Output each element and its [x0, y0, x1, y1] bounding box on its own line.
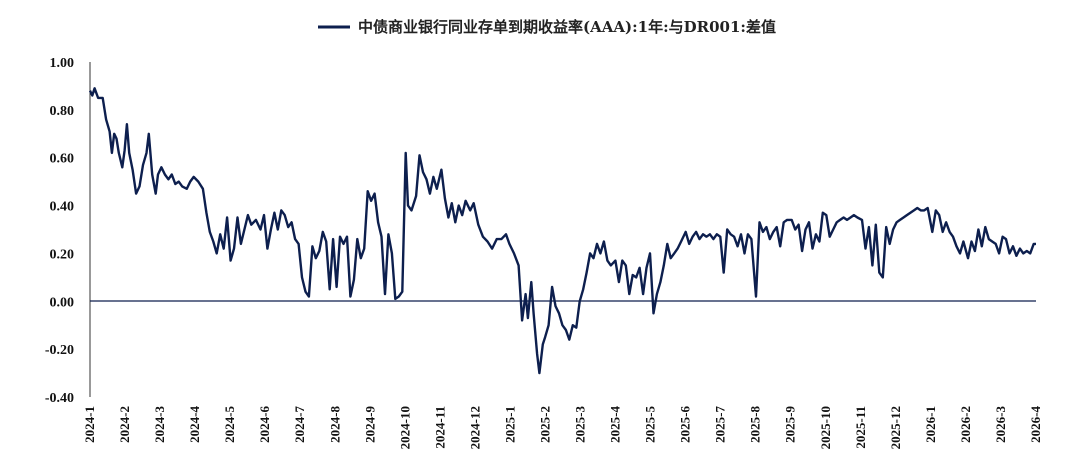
x-tick-label: 2025-8: [748, 406, 763, 443]
x-tick-label: 2024-9: [362, 406, 377, 443]
y-tick-label: -0.20: [45, 343, 74, 358]
y-tick-label: 0.60: [50, 152, 75, 167]
x-tick-label: 2024-6: [257, 406, 272, 443]
x-tick-label: 2024-11: [432, 406, 447, 449]
x-tick-labels: 2024-1 2024-2 2024-3 2024-4 2024-5 2024-6 2024…: [82, 406, 1043, 450]
x-tick-label: 2024-2: [117, 406, 132, 443]
legend-label: 中债商业银行同业存单到期收益率(AAA):1年:与DR001:差值: [358, 18, 776, 36]
x-tick-label: 2025-12: [888, 406, 903, 449]
x-tick-label: 2026-1: [923, 406, 938, 443]
x-tick-label: 2025-6: [678, 406, 693, 443]
y-tick-label: 0.00: [50, 295, 75, 310]
x-tick-label: 2025-5: [643, 406, 658, 443]
x-tick-label: 2026-2: [958, 406, 973, 443]
x-tick-label: 2024-8: [327, 406, 342, 443]
y-tick-labels: 1.00 0.80 0.60 0.40 0.20 0.00 -0.20 -0.40: [45, 56, 74, 406]
series-line: [88, 87, 1036, 375]
y-tick-label: 0.40: [50, 200, 75, 215]
x-tick-label: 2025-3: [573, 406, 588, 443]
y-tick-label: -0.40: [45, 391, 74, 406]
y-tick-label: 1.00: [50, 56, 75, 71]
x-tick-label: 2024-5: [222, 406, 237, 443]
legend: 中债商业银行同业存单到期收益率(AAA):1年:与DR001:差值: [318, 18, 776, 36]
y-tick-label: 0.80: [50, 104, 75, 119]
x-tick-label: 2026-4: [1028, 406, 1043, 443]
x-tick-label: 2024-3: [152, 406, 167, 443]
x-tick-label: 2024-4: [187, 406, 202, 443]
x-tick-label: 2025-9: [783, 406, 798, 443]
x-tick-label: 2025-11: [853, 406, 868, 449]
x-tick-label: 2026-3: [993, 406, 1008, 443]
x-tick-label: 2024-1: [82, 406, 97, 443]
y-tick-label: 0.20: [50, 247, 75, 262]
x-tick-label: 2024-12: [467, 406, 482, 449]
series-group: [88, 87, 1036, 375]
x-tick-label: 2025-7: [713, 406, 728, 443]
axes: [89, 62, 1036, 397]
x-tick-label: 2025-4: [608, 406, 623, 443]
x-tick-label: 2025-2: [537, 406, 552, 443]
x-tick-label: 2025-10: [818, 406, 833, 449]
x-tick-label: 2024-10: [397, 406, 412, 449]
x-tick-label: 2025-1: [502, 406, 517, 443]
x-tick-label: 2024-7: [292, 406, 307, 443]
